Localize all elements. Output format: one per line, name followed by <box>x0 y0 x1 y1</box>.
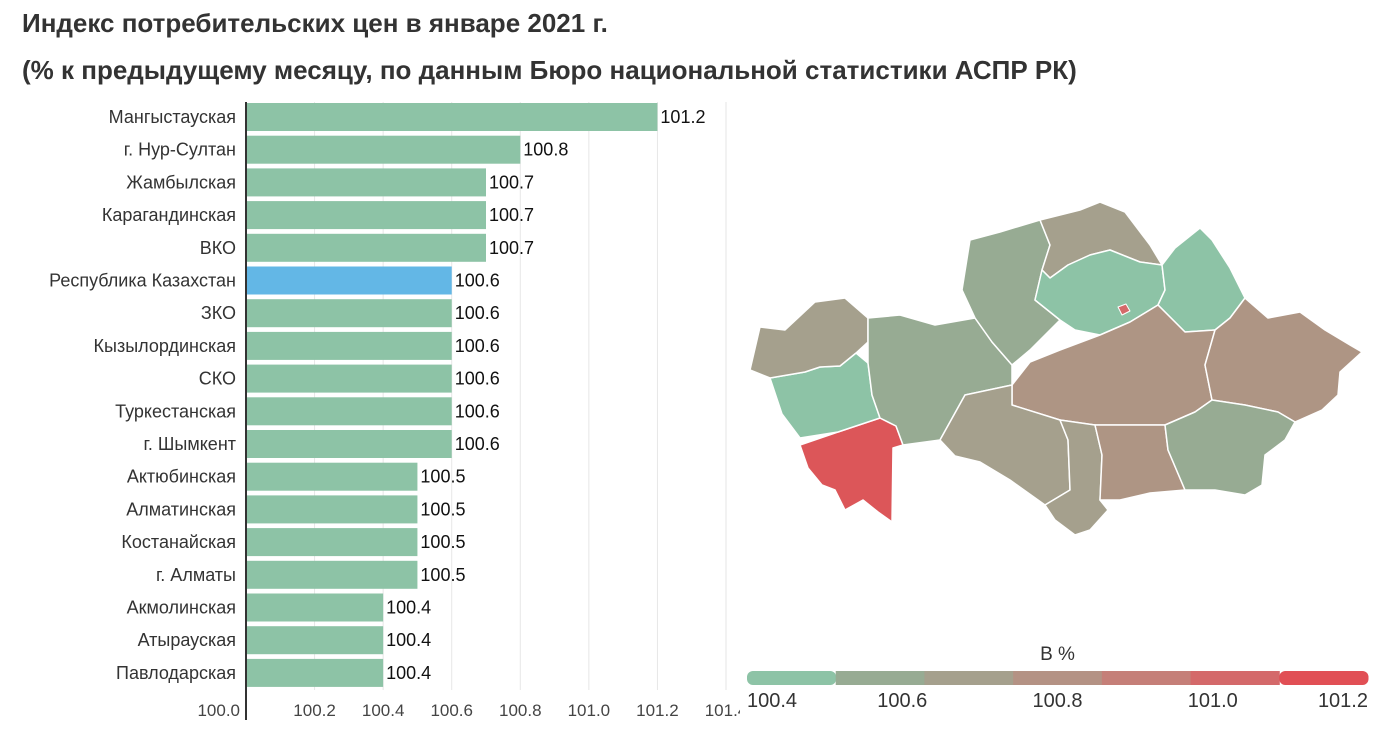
map-region-zko <box>749 297 869 379</box>
category-label: СКО <box>199 369 236 389</box>
category-label: Павлодарская <box>116 663 236 683</box>
bar <box>247 626 384 655</box>
category-label: Карагандинская <box>102 205 236 225</box>
tick-label: 101.0 <box>568 701 611 720</box>
value-label: 100.5 <box>420 467 465 487</box>
value-label: 100.7 <box>489 205 534 225</box>
value-label: 100.6 <box>455 336 500 356</box>
category-label: ЗКО <box>201 303 236 323</box>
legend-swatch <box>747 671 837 685</box>
legend-swatch <box>835 671 925 685</box>
category-label: Жамбылская <box>126 172 236 192</box>
bar <box>247 103 658 131</box>
value-label: 100.5 <box>420 532 465 552</box>
legend-swatch <box>1279 671 1369 685</box>
bar <box>247 201 486 230</box>
value-label: 100.6 <box>455 369 500 389</box>
legend-tick-label: 101.2 <box>1318 690 1368 712</box>
legend-swatch <box>924 671 1014 685</box>
map-region-mangystau <box>799 417 904 523</box>
value-label: 100.6 <box>455 303 500 323</box>
bar <box>247 266 452 295</box>
bar <box>247 233 486 262</box>
kazakhstan-map: В % 100.4 100.6 100.8 101.0 101.2 <box>747 201 1369 712</box>
bar <box>247 397 452 426</box>
tick-label: 100.6 <box>430 701 473 720</box>
value-label: 100.7 <box>489 172 534 192</box>
category-label: г. Шымкент <box>144 434 236 454</box>
chart-subtitle: (% к предыдущему месяцу, по данным Бюро … <box>22 55 1077 85</box>
tick-label: 100.2 <box>293 701 336 720</box>
tick-label: 101.4 <box>705 701 740 720</box>
map-region-nur-sultan <box>1117 303 1131 316</box>
value-label: 100.7 <box>489 238 534 258</box>
legend-tick-label: 100.4 <box>747 690 797 712</box>
bar <box>247 495 418 524</box>
value-label: 100.6 <box>455 434 500 454</box>
legend-swatch <box>1013 671 1103 685</box>
legend-tick-label: 101.0 <box>1188 690 1238 712</box>
chart-title: Индекс потребительских цен в январе 2021… <box>22 8 608 38</box>
legend-swatch <box>1190 671 1280 685</box>
category-label: Кызылординская <box>94 336 236 356</box>
category-label: Мангыстауская <box>109 107 236 127</box>
value-label: 100.4 <box>386 663 431 683</box>
bar <box>247 430 452 458</box>
legend-title: В % <box>1040 644 1075 665</box>
tick-label: 100.0 <box>197 701 240 720</box>
bar <box>247 658 384 687</box>
value-label: 100.4 <box>386 598 431 618</box>
tick-label: 100.4 <box>362 701 405 720</box>
category-label: г. Нур-Султан <box>124 140 236 160</box>
tick-label: 100.8 <box>499 701 542 720</box>
legend-tick-label: 100.8 <box>1032 690 1082 712</box>
category-label: г. Алматы <box>156 565 236 585</box>
value-label: 100.4 <box>386 630 431 650</box>
category-label: Алматинская <box>126 499 236 519</box>
category-label: Актюбинская <box>127 467 236 487</box>
category-label: Туркестанская <box>115 401 236 421</box>
bar <box>247 528 418 557</box>
value-label: 100.8 <box>523 140 568 160</box>
legend-swatch <box>1101 671 1192 685</box>
category-label: Акмолинская <box>127 598 236 618</box>
bar <box>247 364 452 393</box>
map-region-almaty <box>1164 399 1296 496</box>
bar <box>247 331 452 360</box>
category-label: ВКО <box>200 238 236 258</box>
category-label: Костанайская <box>121 532 236 552</box>
bar-chart: Мангыстауская 101.2 г. Нур-Султан 100.8 Жамб… <box>49 102 740 720</box>
value-label: 100.6 <box>455 401 500 421</box>
bar <box>247 135 521 164</box>
legend-tick-label: 100.6 <box>877 690 927 712</box>
value-label: 100.5 <box>420 499 465 519</box>
tick-label: 101.2 <box>636 701 679 720</box>
value-label: 101.2 <box>660 107 705 127</box>
category-label: Республика Казахстан <box>49 271 236 291</box>
bar <box>247 168 486 197</box>
bar <box>247 593 384 622</box>
bar <box>247 462 418 491</box>
bar <box>247 560 418 589</box>
category-label: Атырауская <box>138 630 236 650</box>
value-label: 100.6 <box>455 271 500 291</box>
value-label: 100.5 <box>420 565 465 585</box>
bar <box>247 299 452 328</box>
